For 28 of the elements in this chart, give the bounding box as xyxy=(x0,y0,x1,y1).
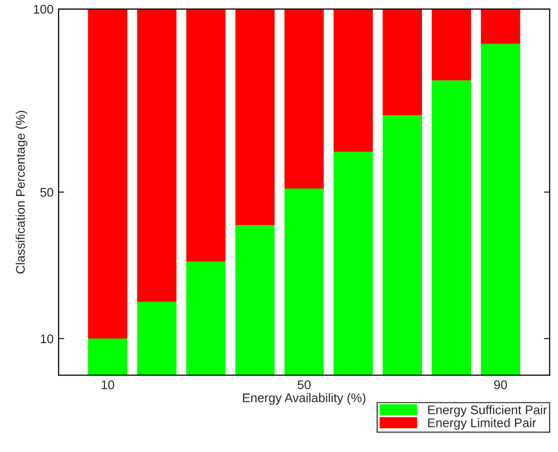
bar xyxy=(382,115,422,376)
legend-label: Energy Limited Pair xyxy=(428,418,536,430)
x-axis-title: Energy Availability (%) xyxy=(243,393,366,405)
bar xyxy=(334,9,373,152)
bar xyxy=(137,302,176,376)
bar xyxy=(432,80,472,376)
x-tick-label: 50 xyxy=(298,380,311,390)
bar xyxy=(186,9,226,262)
bar xyxy=(334,152,373,376)
y-tick-label: 50 xyxy=(40,188,54,197)
bar xyxy=(284,9,324,188)
y-tick-label: 10 xyxy=(40,334,54,344)
x-tick-label: 10 xyxy=(102,380,114,390)
bar xyxy=(137,9,176,302)
y-axis-title: Classification Percentage (%) xyxy=(16,110,28,274)
bar xyxy=(382,9,422,116)
bar xyxy=(480,44,520,376)
bar xyxy=(235,225,275,376)
y-tick-label: 100 xyxy=(34,4,54,14)
bar xyxy=(235,9,275,226)
bar xyxy=(432,9,472,80)
bar xyxy=(88,9,128,339)
x-tick-label: 90 xyxy=(494,380,507,390)
bar xyxy=(88,338,128,376)
legend-label: Energy Sufficient Pair xyxy=(428,405,547,417)
bar xyxy=(284,188,324,376)
bar xyxy=(480,9,520,44)
bar xyxy=(186,262,226,376)
